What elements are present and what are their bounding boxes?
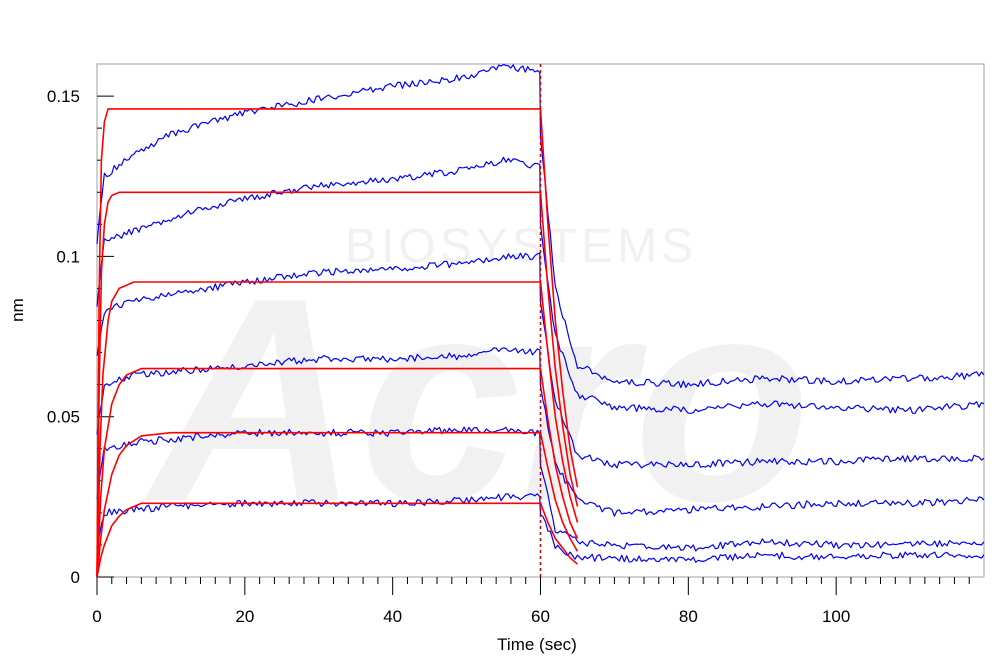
measured-curve <box>96 493 985 563</box>
x-tick-label: 0 <box>92 607 101 626</box>
y-axis: 0 0.05 0.1 0.15 <box>47 87 114 587</box>
watermark: Acro BIOSYSTEMS <box>141 220 811 562</box>
fit-curve <box>96 108 579 578</box>
x-tick-label: 40 <box>383 607 402 626</box>
x-axis-label: Time (sec) <box>497 635 577 654</box>
fit-curve <box>96 367 579 578</box>
x-tick-label: 80 <box>679 607 698 626</box>
x-tick-label: 60 <box>531 607 550 626</box>
x-tick-label: 20 <box>235 607 254 626</box>
y-tick-label: 0.05 <box>47 408 80 427</box>
y-axis-label: nm <box>8 298 27 322</box>
fit-curve <box>96 191 579 578</box>
y-tick-label: 0 <box>71 568 80 587</box>
watermark-sub-text: BIOSYSTEMS <box>345 220 697 273</box>
y-tick-label: 0.15 <box>47 87 80 106</box>
x-axis: 0 20 40 60 80 100 <box>92 577 970 626</box>
fit-curve <box>96 502 579 578</box>
x-tick-label: 100 <box>822 607 850 626</box>
fit-curve <box>96 281 579 578</box>
measured-curve <box>96 347 985 517</box>
fit-curve <box>96 431 579 578</box>
y-tick-label: 0.1 <box>56 247 80 266</box>
watermark-logo-text: Acro <box>141 238 811 562</box>
